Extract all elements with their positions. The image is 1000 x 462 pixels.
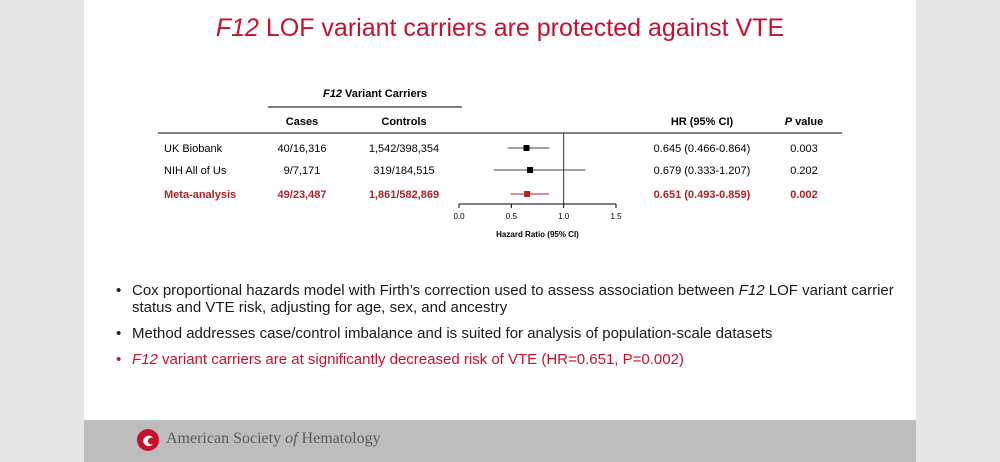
bullet-text: Method addresses case/control imbalance … [132,325,773,342]
bullet-gene-end: F12 [738,282,765,299]
org-name-part: Hematology [297,430,381,447]
study-label: NIH All of Us [164,165,227,177]
hr-ci-value: 0.645 (0.466-0.864) [654,143,751,155]
p-value: 0.002 [790,189,818,201]
x-tick-label: 1.5 [610,212,622,221]
bullet-gene: F12 [132,351,158,368]
hr-ci-value: 0.679 (0.333-1.207) [654,165,751,177]
ash-logo-icon [137,429,159,451]
bullet-item: Method addresses case/control imbalance … [114,325,904,342]
controls-value: 1,861/582,869 [369,189,439,201]
controls-value: 319/184,515 [373,165,434,177]
column-header-controls: Controls [381,116,426,128]
x-tick-label: 0.5 [506,212,518,221]
cases-value: 40/16,316 [278,143,327,155]
slide: F12 LOF variant carriers are protected a… [84,0,916,420]
bullet-text: Cox proportional hazards model with Firt… [132,282,739,299]
bullet-text-end: LOF variant carrier status and VTE risk,… [132,282,894,316]
p-value: 0.003 [790,143,818,155]
point-estimate [524,191,531,197]
point-estimate [523,145,530,151]
column-header-p-value: P value [785,116,824,128]
x-tick-label: 1.0 [558,212,570,221]
x-axis-label: Hazard Ratio (95% CI) [496,230,579,239]
org-name-part: American Society [166,430,286,447]
point-estimate [527,167,534,173]
p-value: 0.202 [790,165,818,177]
footer-org-name: American Society of Hematology [166,430,381,448]
study-label: UK Biobank [164,143,223,155]
bullet-item-highlight: F12 variant carriers are at significantl… [114,351,904,368]
group-header: F12 Variant Carriers [323,88,427,100]
x-tick-label: 0.0 [453,212,465,221]
slide-title: F12 LOF variant carriers are protected a… [84,14,916,43]
org-name-of: of [285,430,298,447]
bullet-list: Cox proportional hazards model with Firt… [114,282,904,377]
forest-plot: F12 Variant Carriers Cases Controls HR (95%… [158,88,842,239]
study-label: Meta-analysis [164,189,236,201]
footer-bar: American Society of Hematology [84,420,916,462]
cases-value: 49/23,487 [278,189,327,201]
title-text: LOF variant carriers are protected again… [258,14,785,42]
column-header-cases: Cases [286,116,318,128]
bullet-item: Cox proportional hazards model with Firt… [114,282,904,316]
hr-ci-value: 0.651 (0.493-0.859) [654,189,751,201]
cases-value: 9/7,171 [284,165,321,177]
bullet-text: variant carriers are at significantly de… [157,351,684,368]
controls-value: 1,542/398,354 [369,143,439,155]
title-gene: F12 [215,14,259,42]
column-header-hr: HR (95% CI) [671,116,734,128]
